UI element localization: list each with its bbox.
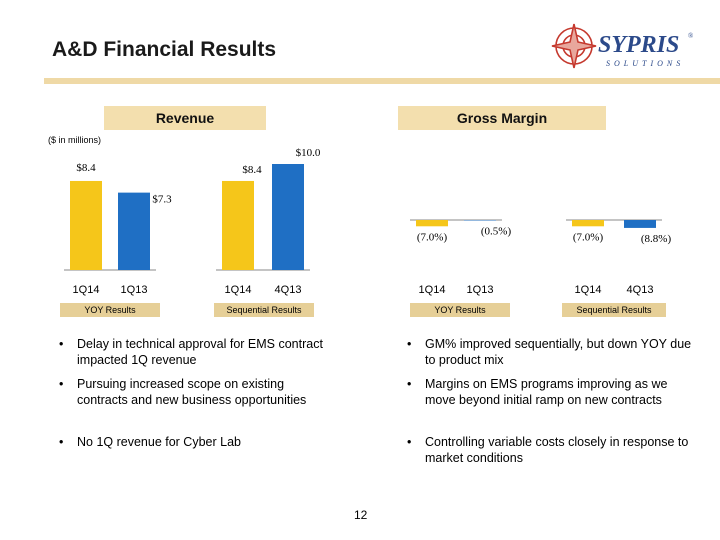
page-title: A&D Financial Results <box>52 38 277 61</box>
svg-text:SOLUTIONS: SOLUTIONS <box>606 59 684 68</box>
bullet-dot: • <box>407 377 412 391</box>
revenue-header: Revenue <box>104 106 266 130</box>
category-label: 1Q14 <box>73 284 100 296</box>
svg-text:®: ® <box>688 32 694 40</box>
bar-1q14 <box>222 180 254 270</box>
title-divider <box>44 78 720 84</box>
data-label: $10.0 <box>296 147 321 159</box>
sypris-emblem-icon <box>551 23 597 69</box>
bullet-dot: • <box>407 337 412 351</box>
bar-1q14 <box>572 220 604 227</box>
margin-bullet-3: • Controlling variable costs closely in … <box>407 434 693 466</box>
bullet-dot: • <box>59 337 64 351</box>
data-label: (7.0%) <box>417 231 448 243</box>
revenue-bullet-1: • Delay in technical approval for EMS co… <box>59 336 337 368</box>
bar-1q13 <box>118 192 150 270</box>
category-label: 1Q14 <box>575 284 602 296</box>
data-label: (7.0%) <box>573 231 604 243</box>
data-label: (8.8%) <box>641 233 672 245</box>
tab-gm-yoy: YOY Results <box>410 303 510 317</box>
bullet-dot: • <box>407 435 412 449</box>
category-label: 1Q14 <box>419 284 446 296</box>
bullet-text: GM% improved sequentially, but down YOY … <box>425 337 692 367</box>
tab-rev-yoy: YOY Results <box>60 303 160 317</box>
bar-4q13 <box>624 220 656 228</box>
category-label: 1Q13 <box>121 284 148 296</box>
data-label: $8.4 <box>242 164 262 176</box>
revenue-bullet-3: • No 1Q revenue for Cyber Lab <box>59 434 337 450</box>
category-label: 4Q13 <box>627 284 654 296</box>
units-note: ($ in millions) <box>48 135 102 145</box>
data-label: $8.4 <box>76 162 96 174</box>
revenue-bullet-2: • Pursuing increased scope on existing c… <box>59 376 337 408</box>
charts: $8.4 1Q14 $7.3 1Q13 $8.4 1Q14 $10.0 4Q13 (7.0%) 1… <box>64 147 672 296</box>
page-number: 12 <box>354 508 368 522</box>
category-label: 1Q14 <box>225 284 252 296</box>
bar-1q14 <box>70 180 102 270</box>
data-label: $7.3 <box>152 194 172 206</box>
gross-margin-header: Gross Margin <box>398 106 606 130</box>
bullet-dot: • <box>59 435 64 449</box>
bullet-text: Margins on EMS programs improving as we … <box>425 377 668 407</box>
category-label: 4Q13 <box>275 284 302 296</box>
tab-gm-sequential: Sequential Results <box>562 303 666 317</box>
margin-bullet-2: • Margins on EMS programs improving as w… <box>407 376 693 408</box>
bar-4q13 <box>272 164 304 270</box>
margin-bullet-1: • GM% improved sequentially, but down YO… <box>407 336 693 368</box>
data-label: (0.5%) <box>481 225 512 237</box>
bullet-text: Delay in technical approval for EMS cont… <box>77 337 323 367</box>
bullet-text: No 1Q revenue for Cyber Lab <box>77 435 241 449</box>
category-label: 1Q13 <box>467 284 494 296</box>
tab-rev-sequential: Sequential Results <box>214 303 314 317</box>
svg-text:SYPRIS: SYPRIS <box>598 32 679 58</box>
bullet-dot: • <box>59 377 64 391</box>
bullet-text: Controlling variable costs closely in re… <box>425 435 689 465</box>
sypris-logo: SYPRIS ® SOLUTIONS <box>551 23 694 69</box>
bullet-text: Pursuing increased scope on existing con… <box>77 377 307 407</box>
bar-1q14 <box>416 220 448 227</box>
